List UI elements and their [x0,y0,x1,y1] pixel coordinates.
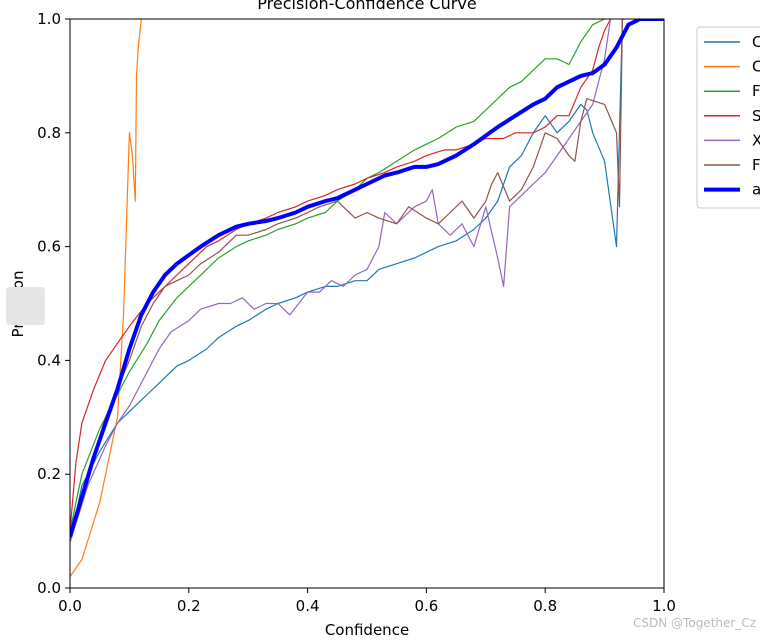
series-lines [70,19,664,577]
legend-label: S [752,107,760,125]
y-tick-label: 1.0 [37,10,61,28]
legend-label: a [752,181,760,199]
legend-label: C [752,33,760,51]
chart-title: Precision-Confidence Curve [257,0,476,13]
legend-label: F [752,82,760,100]
series-line-5 [70,19,612,543]
y-axis: 0.0 0.2 0.4 0.6 0.8 1.0 [37,10,70,597]
series-line-6 [70,19,623,532]
series-line-7 [70,19,664,538]
y-tick-label: 0.8 [37,124,61,142]
series-line-2 [70,19,142,577]
x-tick-label: 0.4 [296,597,320,615]
x-tick-label: 1.0 [652,597,676,615]
overlay-box [6,287,45,325]
y-tick-label: 0.0 [37,579,61,597]
legend-label: F [752,156,760,174]
legend-label: C [752,58,760,76]
watermark-text: CSDN @Together_Cz [633,616,756,630]
x-axis: 0.0 0.2 0.4 0.6 0.8 1.0 [58,588,676,615]
x-tick-label: 0.2 [177,597,201,615]
y-tick-label: 0.2 [37,465,61,483]
series-line-3 [70,19,605,532]
y-tick-label: 0.6 [37,238,61,256]
x-tick-label: 0.0 [58,597,82,615]
x-axis-label: Confidence [325,621,409,636]
x-tick-label: 0.6 [414,597,438,615]
y-tick-label: 0.4 [37,351,61,369]
series-line-1 [70,19,626,543]
legend-frame [696,26,760,209]
series-line-4 [70,19,612,532]
x-tick-label: 0.8 [533,597,557,615]
legend-label: X [752,131,760,149]
plot-frame [69,18,665,589]
